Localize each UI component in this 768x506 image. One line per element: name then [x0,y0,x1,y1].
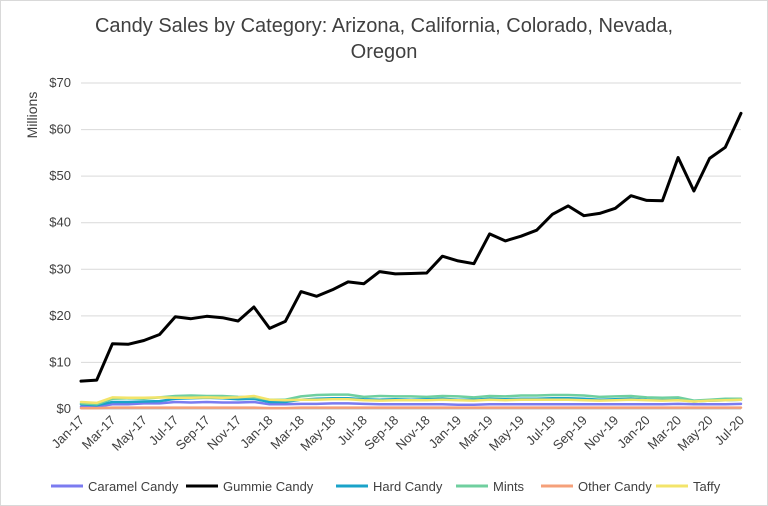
y-tick-label: $10 [49,354,71,369]
x-axis-tick-labels: Jan-17Mar-17May-17Jul-17Sep-17Nov-17Jan-… [48,413,747,454]
series-line-caramel-candy [79,400,743,408]
x-tick-label: May-17 [109,413,150,454]
y-tick-label: $70 [49,75,71,90]
y-tick-label: $20 [49,308,71,323]
x-tick-label: Jul-20 [711,413,747,449]
legend: Caramel Candy Gummie Candy Hard Candy Mints… [51,479,721,494]
legend-label: Mints [493,479,525,494]
gridlines [81,82,741,410]
chart-title-line-1: Candy Sales by Category: Arizona, Califo… [95,15,673,37]
series-lines [79,111,743,410]
y-tick-label: $0 [57,401,71,416]
chart-title-line-2: Oregon [351,41,418,63]
x-tick-label: Nov-18 [393,413,433,453]
x-tick-label: Sep-17 [173,413,213,453]
y-tick-label: $60 [49,122,71,137]
legend-label: Gummie Candy [223,479,314,494]
y-tick-label: $40 [49,215,71,230]
x-tick-label: Sep-19 [550,413,590,453]
x-tick-label: May-20 [674,413,715,454]
series-line-mints [79,393,743,406]
x-tick-label: Nov-17 [204,413,244,453]
y-axis-title: Millions [24,92,40,139]
legend-label: Taffy [693,479,721,494]
series-line-gummie-candy [79,111,743,383]
legend-label: Caramel Candy [88,479,179,494]
x-tick-label: May-18 [297,413,338,454]
x-tick-label: Nov-19 [581,413,621,453]
legend-label: Other Candy [578,479,652,494]
y-tick-label: $50 [49,168,71,183]
legend-label: Hard Candy [373,479,443,494]
y-axis-tick-labels: $0 $10 $20 $30 $40 $50 $60 $70 [49,75,71,416]
x-tick-label: May-19 [486,413,527,454]
series-line-taffy [79,394,743,405]
chart-title: Candy Sales by Category: Arizona, Califo… [95,15,673,63]
y-tick-label: $30 [49,261,71,276]
series-line-other-candy [79,406,743,410]
x-tick-label: Sep-18 [361,413,401,453]
